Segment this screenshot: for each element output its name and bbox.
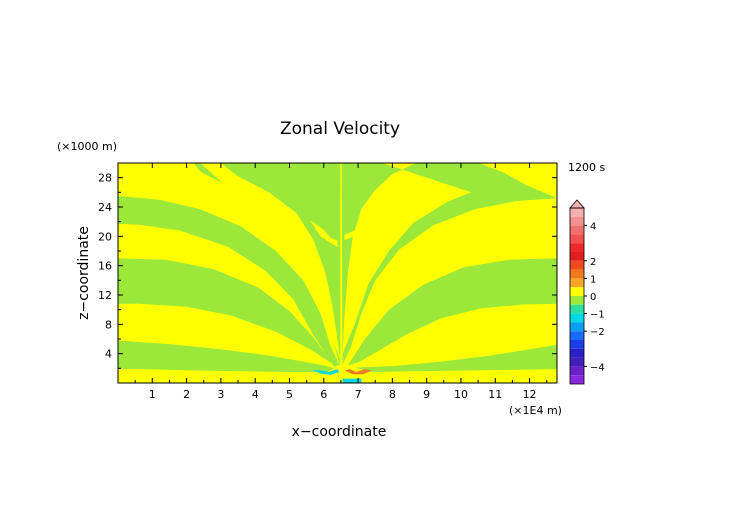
x-tick-label: 1: [149, 388, 156, 401]
positive-jet: [344, 369, 372, 375]
negative-loop: [310, 219, 340, 242]
colorbar-swatch: [570, 243, 584, 252]
x-unit-label: (×1E4 m): [509, 404, 562, 417]
x-tick-label: 12: [523, 388, 537, 401]
positive-loop: [344, 219, 376, 240]
negative-band: [118, 258, 335, 365]
colorbar-swatch: [570, 260, 584, 270]
surface-negative-patch: [342, 378, 362, 383]
colorbar-swatch: [570, 216, 584, 226]
y-tick-label: 24: [98, 201, 112, 214]
colorbar-swatch: [570, 366, 584, 376]
colorbar-swatch: [570, 357, 584, 367]
colorbar-extend-arrow: [569, 199, 585, 209]
x-tick-label: 8: [389, 388, 396, 401]
x-tick-label: 6: [320, 388, 327, 401]
y-axis: 4 8 12 16 20 24 28: [98, 172, 557, 369]
colorbar-swatch: [570, 234, 584, 244]
colorbar-swatch: [570, 252, 584, 261]
colorbar-swatch: [570, 348, 584, 358]
x-axis-label: x−coordinate: [292, 424, 387, 440]
colorbar-swatch: [570, 340, 584, 349]
positive-streak: [200, 163, 341, 361]
time-label: 1200 s: [568, 161, 605, 174]
x-tick-label: 5: [286, 388, 293, 401]
negative-band: [118, 163, 341, 367]
colorbar-tick-label: −1: [590, 310, 605, 321]
x-tick-label: 7: [355, 388, 362, 401]
colorbar-swatch: [570, 296, 584, 305]
y-tick-label: 12: [98, 289, 112, 302]
positive-streak: [310, 220, 338, 248]
y-tick-label: 20: [98, 230, 112, 243]
surface-positive-patch: [320, 378, 341, 383]
colorbar-tick-label: 1: [590, 274, 596, 285]
colorbar-tick-label: −4: [590, 362, 605, 373]
colorbar-swatch: [570, 278, 584, 288]
x-tick-label: 3: [217, 388, 224, 401]
colorbar-swatch: [570, 287, 584, 296]
negative-band: [347, 258, 557, 366]
colorbar-tick-label: 0: [590, 292, 596, 303]
y-tick-label: 28: [98, 172, 112, 185]
plot-area: [118, 163, 557, 383]
y-axis-label: z−coordinate: [76, 226, 92, 320]
colorbar-swatch: [570, 208, 584, 217]
y-unit-label: (×1000 m): [57, 140, 117, 153]
colorbar-swatch: [570, 225, 584, 235]
negative-band: [118, 196, 340, 367]
negative-band: [118, 340, 335, 372]
x-axis: 1 2 3 4 5 6 7 8 9 10 11 12: [134, 163, 548, 401]
plot-frame: [117, 162, 558, 384]
y-tick-label: 4: [105, 348, 112, 361]
negative-jet: [311, 369, 340, 375]
colorbar-swatch: [570, 269, 584, 279]
colorbar: 4 2 1 0 −1 −2 −4: [569, 199, 605, 385]
x-tick-label: 9: [423, 388, 430, 401]
colorbar-swatch: [570, 331, 584, 340]
colorbar-tick-label: 4: [590, 222, 596, 233]
positive-streak: [342, 163, 472, 354]
positive-streak: [447, 163, 557, 199]
colorbar-swatch: [570, 375, 584, 384]
colorbar-swatch: [570, 304, 584, 314]
x-tick-label: 4: [252, 388, 259, 401]
near-surface-features: [311, 369, 372, 383]
y-tick-label: 8: [105, 318, 112, 331]
colorbar-swatch: [570, 322, 584, 332]
negative-velocity-bands: [118, 163, 557, 372]
colorbar-tick-label: 2: [590, 257, 596, 268]
colorbar-swatch: [570, 313, 584, 323]
x-tick-label: 11: [488, 388, 502, 401]
x-tick-label: 2: [183, 388, 190, 401]
negative-band: [354, 344, 557, 372]
x-tick-label: 10: [454, 388, 468, 401]
colorbar-tick-label: −2: [590, 327, 605, 338]
y-tick-label: 16: [98, 260, 112, 273]
chart-title: Zonal Velocity: [280, 119, 400, 139]
